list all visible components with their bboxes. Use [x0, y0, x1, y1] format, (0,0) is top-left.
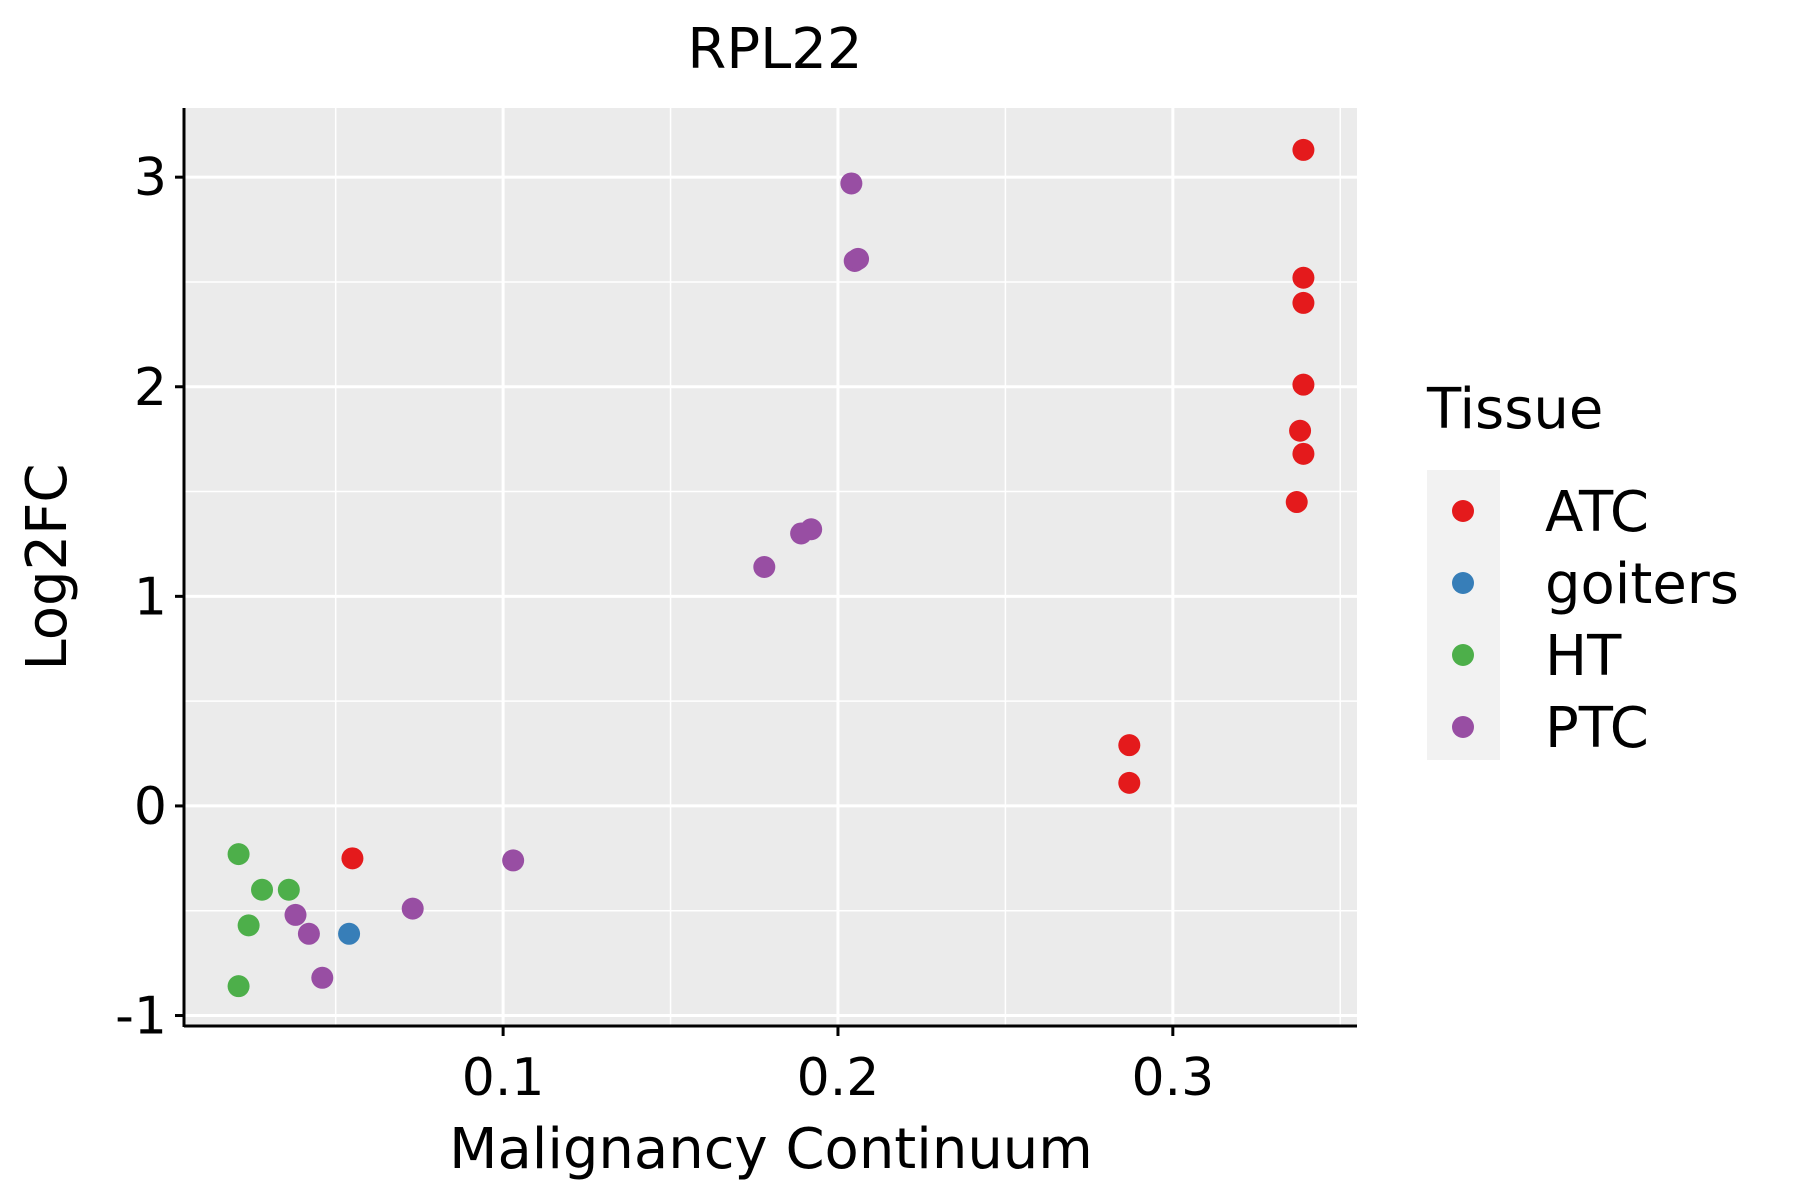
point-ptc-4	[790, 522, 813, 545]
point-goiters-0	[338, 922, 361, 945]
y-axis-ticks: -1 0 1 2 3	[115, 148, 185, 1047]
point-ht-0	[227, 843, 250, 866]
x-axis-ticks: 0.1 0.2 0.3	[462, 1026, 1214, 1108]
y-tick-label-4: 3	[134, 148, 167, 208]
legend-title: Tissue	[1426, 377, 1603, 442]
point-ptc-6	[502, 849, 525, 872]
point-atc-7	[1118, 734, 1141, 757]
y-tick-label-0: -1	[115, 987, 167, 1047]
point-atc-2	[1292, 291, 1315, 314]
point-ht-2	[277, 878, 300, 901]
x-tick-label-1: 0.2	[797, 1048, 880, 1108]
point-atc-4	[1289, 419, 1312, 442]
point-ht-4	[227, 975, 250, 998]
x-tick-label-0: 0.1	[462, 1048, 545, 1108]
point-ht-3	[237, 914, 260, 937]
point-ptc-10	[311, 966, 334, 989]
point-atc-6	[1285, 491, 1308, 514]
legend-key-ht	[1452, 644, 1474, 666]
x-axis-label: Malignancy Continuum	[449, 1117, 1093, 1182]
legend-label-ht: HT	[1545, 624, 1622, 689]
point-atc-0	[1292, 138, 1315, 161]
legend-key-ptc	[1452, 716, 1474, 738]
data-points	[227, 138, 1315, 998]
point-atc-5	[1292, 442, 1315, 465]
point-ptc-2	[847, 247, 870, 270]
y-tick-label-2: 1	[134, 567, 167, 627]
legend-label-ptc: PTC	[1545, 696, 1649, 761]
point-ptc-9	[297, 922, 320, 945]
point-ptc-8	[284, 903, 307, 926]
legend-label-atc: ATC	[1545, 480, 1649, 545]
point-atc-8	[1118, 771, 1141, 794]
legend-label-goiters: goiters	[1545, 552, 1739, 617]
y-tick-label-3: 2	[134, 358, 167, 418]
point-ptc-7	[401, 897, 424, 920]
grid-lines	[185, 108, 1357, 1026]
point-atc-9	[341, 847, 364, 870]
legend-key-goiters	[1452, 572, 1474, 594]
point-atc-3	[1292, 373, 1315, 396]
y-axis-label: Log2FC	[15, 464, 80, 671]
chart-title: RPL22	[687, 17, 862, 82]
x-tick-label-2: 0.3	[1131, 1048, 1214, 1108]
legend-key-atc	[1452, 500, 1474, 522]
point-atc-1	[1292, 266, 1315, 289]
point-ptc-5	[753, 556, 776, 578]
legend: Tissue ATC goiters HT PTC	[1426, 377, 1739, 761]
y-tick-label-1: 0	[134, 777, 167, 837]
point-ptc-0	[840, 172, 863, 195]
point-ht-1	[251, 878, 274, 901]
